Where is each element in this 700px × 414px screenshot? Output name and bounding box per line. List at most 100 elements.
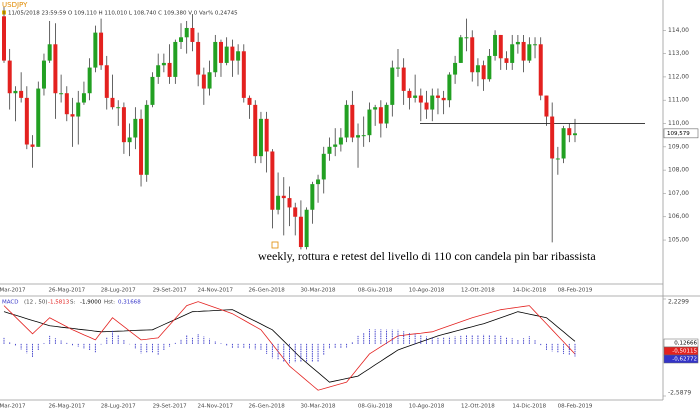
candle-body xyxy=(41,60,46,89)
candle-body xyxy=(36,88,41,147)
candle-body xyxy=(59,93,64,95)
x-tick-label: 10-Ago-2018 xyxy=(409,404,445,410)
candle-body xyxy=(116,107,121,109)
candle-body xyxy=(561,128,566,159)
candle-body xyxy=(64,93,69,115)
x-tick-label: 29-Set-2017 xyxy=(153,288,187,294)
annotation: weekly, rottura e retest del livello di … xyxy=(258,249,596,263)
candle-body xyxy=(24,97,29,145)
candle-body xyxy=(150,76,155,105)
candle-body xyxy=(458,37,463,63)
candle-body xyxy=(367,109,372,136)
x-tick-label: 30-Mar-2018 xyxy=(301,288,336,294)
candle-body xyxy=(487,55,492,80)
y-tick-label: 112,00 xyxy=(668,73,689,80)
candle-body xyxy=(316,179,321,185)
x-tick-label: 28-Lug-2017 xyxy=(101,288,136,294)
candle-body xyxy=(407,90,412,98)
x-tick-label: 29-Set-2017 xyxy=(153,404,187,410)
candle-body xyxy=(298,216,303,248)
candle-body xyxy=(395,67,400,69)
macd-header-item: S: xyxy=(70,300,75,306)
candle-body xyxy=(430,95,435,110)
candle-body xyxy=(2,16,6,61)
candle-body xyxy=(510,44,515,63)
candle-body xyxy=(481,65,486,80)
candle-body xyxy=(70,114,75,117)
candle-body xyxy=(550,116,555,159)
last-price-box xyxy=(663,128,699,139)
y-tick-label: 106,00 xyxy=(668,213,689,220)
x-tick-label: 10-Ago-2018 xyxy=(409,288,445,294)
candle-body xyxy=(218,41,223,63)
x-tick-label: 28-Lug-2017 xyxy=(101,404,136,410)
x-tick-label: 26-Gen-2018 xyxy=(249,404,286,410)
macd-header-item: Hst: xyxy=(104,300,115,306)
candle-body xyxy=(424,102,429,110)
x-tick-label: 26-Gen-2018 xyxy=(249,288,286,294)
macd-header-item: (12 , 50) xyxy=(24,300,48,306)
candle-body xyxy=(498,34,503,59)
x-tick-label: 14-Dic-2018 xyxy=(512,404,546,410)
candle-body xyxy=(555,158,560,160)
candle-body xyxy=(447,74,452,101)
y-tick-label: 2,2299 xyxy=(668,299,689,306)
candle-body xyxy=(161,62,166,66)
candle-body xyxy=(13,90,18,94)
candle-body xyxy=(230,46,235,61)
candle-body xyxy=(378,107,383,124)
candle-body xyxy=(435,95,440,98)
y-tick-label: 113,00 xyxy=(668,50,689,57)
candle-body xyxy=(453,62,458,75)
last-price-label: 109,579 xyxy=(667,131,690,137)
macd-line xyxy=(3,301,576,391)
last-value-label: 0,12666 xyxy=(674,341,697,347)
candle-body xyxy=(53,44,58,94)
candle-body xyxy=(213,41,218,73)
y-tick-label: 109,00 xyxy=(668,143,689,150)
candle-body xyxy=(515,41,520,45)
x-tick-label: 08-Giu-2018 xyxy=(358,288,393,294)
candle-body xyxy=(441,97,446,101)
last-value-label: -0,62772 xyxy=(672,357,697,363)
candle-body xyxy=(464,37,469,39)
candle-body xyxy=(184,27,189,38)
info-line: 11/05/2018 23:59:59 O 109,110 H 110,010 … xyxy=(8,11,238,17)
candle-body xyxy=(76,102,81,117)
candle-body xyxy=(173,41,178,77)
candle-body xyxy=(156,65,161,77)
x-tick-label: 14-Dic-2018 xyxy=(512,288,546,294)
candle-body xyxy=(139,118,144,175)
candle-body xyxy=(533,44,538,46)
candle-body xyxy=(338,137,343,145)
candle-body xyxy=(573,133,577,136)
candle-body xyxy=(356,135,361,138)
candle-body xyxy=(390,67,395,105)
candle-body xyxy=(144,104,149,175)
candle-body xyxy=(361,135,366,137)
candle-body xyxy=(470,37,475,73)
y-tick-label: -2,5879 xyxy=(668,390,691,397)
candle-body xyxy=(401,67,406,91)
candle-body xyxy=(201,74,206,89)
y-tick-label: 110,00 xyxy=(668,120,689,127)
candle-body xyxy=(327,146,332,154)
candle-body xyxy=(87,67,92,94)
candle-body xyxy=(413,95,418,98)
candle-body xyxy=(418,95,423,103)
x-tick-label: 4-Mar-2017 xyxy=(0,288,26,294)
candle-body xyxy=(247,97,252,105)
x-tick-label: 08-Feb-2019 xyxy=(558,404,593,410)
x-tick-label: 26-Mag-2017 xyxy=(49,404,86,410)
macd-header: MACD (12 , 50) -1,5813 S: -1,9000 Hst: 0,31668 xyxy=(2,300,141,306)
candle-body xyxy=(93,32,98,68)
candle-body xyxy=(81,93,86,103)
x-tick-label: 08-Feb-2019 xyxy=(558,288,593,294)
candle-body xyxy=(310,184,315,210)
x-tick-label: 24-Nov-2017 xyxy=(197,288,233,294)
x-tick-label: 12-Ott-2018 xyxy=(461,288,495,294)
candle-body xyxy=(344,104,349,138)
candle-body xyxy=(521,41,526,61)
